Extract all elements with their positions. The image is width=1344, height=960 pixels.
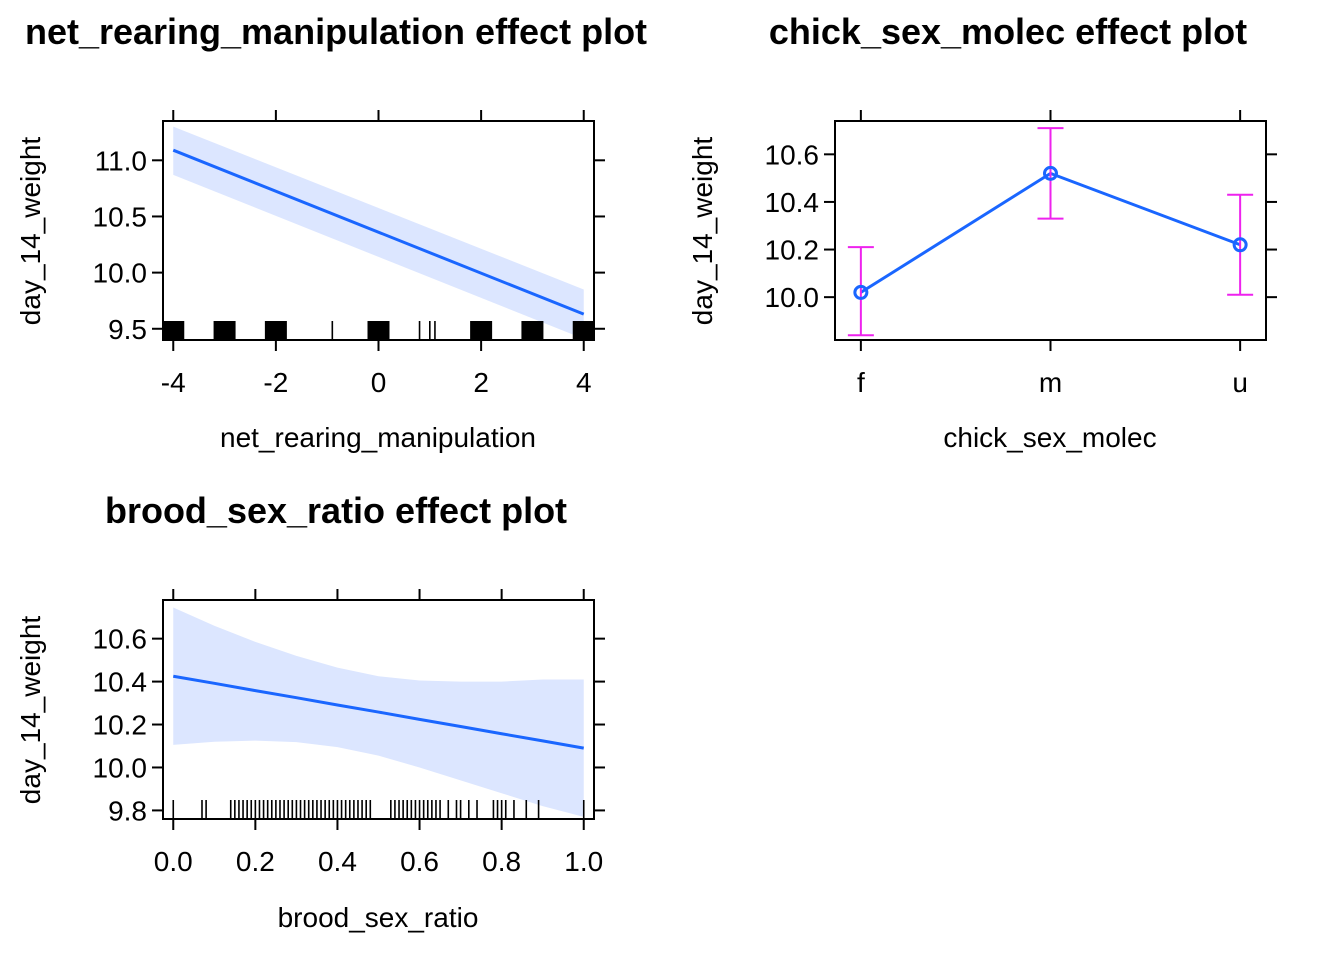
data-point xyxy=(853,284,869,300)
y-tick-label: 10.2 xyxy=(93,710,148,741)
x-axis: 0.0 0.2 0.4 0.6 0.8 1.0 xyxy=(154,589,603,877)
chart-title: brood_sex_ratio effect plot xyxy=(105,490,567,531)
x-tick-label: -4 xyxy=(161,367,186,398)
data-point xyxy=(1043,165,1058,181)
fit-line xyxy=(173,674,585,750)
rug-mark xyxy=(367,321,390,340)
rug-mark xyxy=(470,321,493,340)
chart-title: net_rearing_manipulation effect plot xyxy=(25,11,647,52)
y-tick-label: 10.0 xyxy=(765,282,820,313)
y-axis-label: day_14_weight xyxy=(15,616,46,805)
x-tick-label: 0 xyxy=(371,367,387,398)
data-point xyxy=(1232,237,1248,253)
y-tick-label: 11.0 xyxy=(95,145,147,176)
fit-line xyxy=(172,148,585,316)
error-bar-layer xyxy=(847,127,1254,337)
y-tick-label: 10.6 xyxy=(765,139,820,170)
x-tick-label: 0.4 xyxy=(318,846,357,877)
net-rearing-manipulation-panel: net_rearing_manipulation effect plot -4-… xyxy=(15,11,647,453)
y-tick-label: 10.0 xyxy=(93,258,148,289)
chart-title: chick_sex_molec effect plot xyxy=(769,11,1247,52)
chick-sex-molec-panel: chick_sex_molec effect plot f m u 10.0 10.2… xyxy=(687,11,1277,453)
x-axis-label: brood_sex_ratio xyxy=(278,902,479,933)
rug-layer xyxy=(162,321,595,340)
x-tick-label: u xyxy=(1232,367,1248,398)
plot-frame xyxy=(162,599,595,820)
x-tick-label: 4 xyxy=(576,367,592,398)
x-axis: -4 -2 0 2 4 xyxy=(161,110,592,398)
y-tick-label: 9.5 xyxy=(108,314,147,345)
x-tick-label: 0.6 xyxy=(400,846,439,877)
fit-line-layer xyxy=(173,674,585,750)
y-tick-label: 10.5 xyxy=(93,201,148,232)
brood-sex-ratio-panel: brood_sex_ratio effect plot 0.0 0.2 0.4 0.6… xyxy=(15,490,605,933)
y-tick-label: 10.6 xyxy=(93,624,148,655)
rug-mark xyxy=(264,321,287,340)
y-tick-label: 10.4 xyxy=(765,187,820,218)
x-tick-label: 0.0 xyxy=(154,846,193,877)
y-tick-label: 9.8 xyxy=(108,795,147,826)
x-tick-label: 0.8 xyxy=(482,846,521,877)
y-axis: 9.8 10.0 10.2 10.4 10.6 xyxy=(93,624,605,826)
x-tick-label: 1.0 xyxy=(564,846,603,877)
y-axis: 9.5 10.0 10.5 11.0 xyxy=(93,145,605,345)
y-tick-label: 10.4 xyxy=(93,667,148,698)
x-tick-label: 0.2 xyxy=(236,846,275,877)
x-axis-label: chick_sex_molec xyxy=(943,422,1156,453)
x-axis-label: net_rearing_manipulation xyxy=(220,422,536,453)
y-tick-label: 10.2 xyxy=(765,235,820,266)
fit-line-layer xyxy=(172,148,585,316)
x-tick-label: m xyxy=(1039,367,1062,398)
rug-mark xyxy=(572,321,595,340)
y-tick-label: 10.0 xyxy=(93,752,148,783)
y-axis: 10.0 10.2 10.4 10.6 xyxy=(765,139,1277,313)
rug-mark xyxy=(213,321,236,340)
rug-mark xyxy=(521,321,544,340)
y-axis-label: day_14_weight xyxy=(15,137,46,326)
x-tick-label: f xyxy=(857,367,865,398)
rug-layer xyxy=(172,800,585,819)
x-tick-label: 2 xyxy=(473,367,489,398)
y-axis-label: day_14_weight xyxy=(687,137,718,326)
point-layer xyxy=(853,165,1248,300)
x-tick-label: -2 xyxy=(263,367,288,398)
rug-mark xyxy=(162,321,185,340)
